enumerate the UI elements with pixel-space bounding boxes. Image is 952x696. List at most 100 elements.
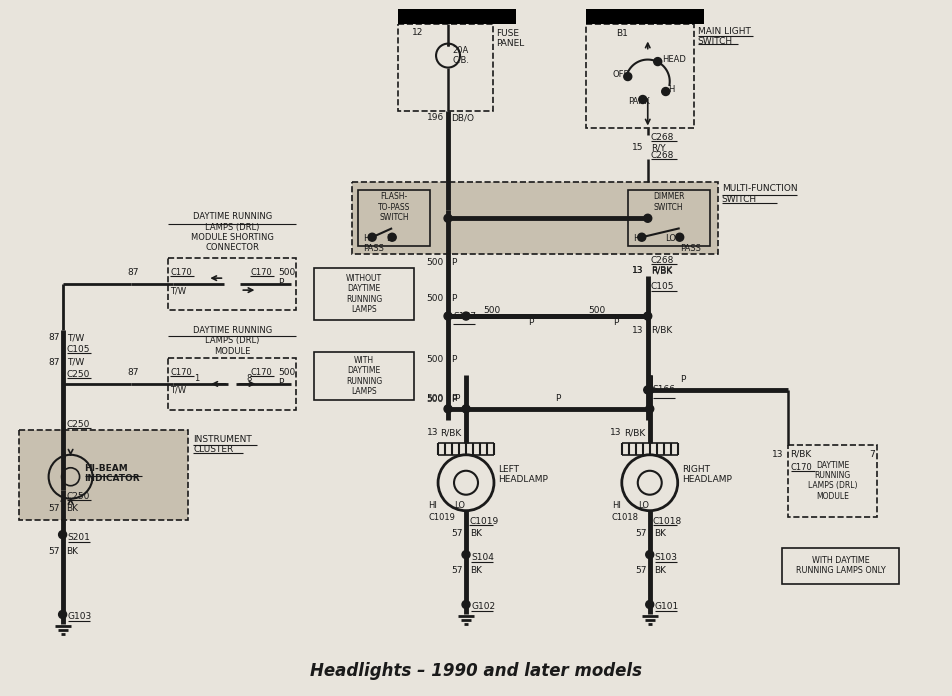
Text: HI: HI: [633, 235, 642, 243]
Text: R/BK: R/BK: [651, 266, 672, 275]
Circle shape: [638, 233, 645, 242]
Text: PARK: PARK: [627, 97, 649, 106]
Text: R/BK: R/BK: [651, 326, 672, 335]
Circle shape: [624, 72, 632, 81]
Circle shape: [654, 58, 662, 65]
Text: C1018: C1018: [653, 516, 682, 525]
Text: LO: LO: [638, 500, 648, 509]
Text: 13: 13: [632, 266, 644, 275]
Text: LO: LO: [664, 235, 676, 243]
Text: BK: BK: [67, 504, 79, 513]
Text: G101: G101: [655, 603, 679, 612]
Text: C268: C268: [651, 256, 674, 265]
Text: MULTI-FUNCTION
SWITCH: MULTI-FUNCTION SWITCH: [722, 184, 797, 204]
Text: C105: C105: [651, 282, 674, 291]
Text: C170: C170: [250, 268, 272, 277]
Text: WITH DAYTIME
RUNNING LAMPS ONLY: WITH DAYTIME RUNNING LAMPS ONLY: [796, 556, 885, 576]
Text: C250: C250: [67, 491, 90, 500]
Text: INSTRUMENT
CLUSTER: INSTRUMENT CLUSTER: [193, 435, 252, 454]
Text: 3: 3: [60, 452, 66, 461]
Bar: [314, 268, 414, 320]
Text: P: P: [555, 395, 561, 404]
Text: G103: G103: [68, 612, 91, 622]
Text: P: P: [646, 375, 651, 384]
Circle shape: [644, 312, 652, 320]
Text: FUSE
PANEL: FUSE PANEL: [496, 29, 525, 48]
Text: C268: C268: [651, 134, 674, 143]
Text: R/BK: R/BK: [651, 266, 672, 275]
Bar: [314, 352, 414, 400]
Text: 7: 7: [869, 450, 875, 459]
Text: P: P: [613, 318, 618, 327]
Bar: [169, 358, 296, 410]
Text: P: P: [451, 294, 456, 303]
Text: 500: 500: [426, 395, 443, 404]
Circle shape: [444, 214, 452, 222]
Circle shape: [676, 233, 684, 242]
Text: C1019: C1019: [428, 513, 455, 522]
Text: 500: 500: [426, 395, 443, 404]
Bar: [398, 24, 493, 111]
Text: C170: C170: [170, 268, 192, 277]
Text: S103: S103: [655, 553, 678, 562]
Text: OFF: OFF: [613, 70, 629, 79]
Text: P: P: [451, 395, 456, 404]
Circle shape: [59, 530, 67, 539]
Bar: [169, 258, 296, 310]
Text: 500: 500: [426, 258, 443, 267]
Text: 12: 12: [412, 28, 424, 37]
Text: H: H: [667, 85, 674, 94]
Text: 57: 57: [49, 546, 60, 555]
Text: MAIN LIGHT
SWITCH: MAIN LIGHT SWITCH: [698, 26, 750, 46]
Text: C1019: C1019: [469, 516, 498, 525]
Text: HI: HI: [363, 235, 372, 243]
Text: S104: S104: [471, 553, 494, 562]
Text: R/Y: R/Y: [651, 143, 665, 152]
Text: 500: 500: [278, 368, 295, 377]
Text: PASS: PASS: [680, 244, 701, 253]
Text: PASS: PASS: [363, 244, 384, 253]
Text: 20A
C.B.: 20A C.B.: [452, 46, 469, 65]
Circle shape: [645, 405, 654, 413]
Circle shape: [462, 405, 470, 413]
Text: Headlights – 1990 and later models: Headlights – 1990 and later models: [310, 663, 642, 681]
Text: DB/O: DB/O: [451, 113, 474, 122]
Circle shape: [645, 601, 654, 608]
Text: 57: 57: [49, 504, 60, 513]
Text: C170: C170: [790, 463, 812, 472]
Text: HI-BEAM
INDICATOR: HI-BEAM INDICATOR: [85, 464, 140, 483]
Text: C250: C250: [67, 420, 90, 429]
Text: C250: C250: [67, 370, 90, 379]
Text: 87: 87: [49, 333, 60, 342]
Text: 500: 500: [426, 356, 443, 365]
Text: T/W: T/W: [170, 286, 187, 295]
Text: P: P: [528, 318, 533, 327]
Text: 13: 13: [772, 450, 783, 459]
Bar: [585, 8, 704, 24]
Text: G102: G102: [471, 603, 495, 612]
Text: BK: BK: [470, 566, 482, 575]
Circle shape: [444, 405, 452, 413]
Text: C170: C170: [170, 368, 192, 377]
Text: DAYTIME
RUNNING
LAMPS (DRL)
MODULE: DAYTIME RUNNING LAMPS (DRL) MODULE: [807, 461, 857, 501]
Text: LO: LO: [387, 235, 397, 243]
Circle shape: [645, 551, 654, 559]
Text: RIGHT
HEADLAMP: RIGHT HEADLAMP: [682, 465, 731, 484]
Bar: [585, 24, 694, 129]
Text: S167: S167: [453, 312, 476, 321]
Bar: [19, 430, 188, 520]
Text: S201: S201: [68, 532, 90, 541]
Text: HI: HI: [428, 500, 437, 509]
Text: 87: 87: [127, 368, 138, 377]
Bar: [398, 8, 516, 24]
Text: 196: 196: [426, 113, 444, 122]
Text: 13: 13: [426, 428, 438, 437]
Circle shape: [644, 214, 652, 222]
Text: 13: 13: [632, 266, 644, 275]
Text: 500: 500: [483, 306, 500, 315]
Text: B1: B1: [616, 29, 627, 38]
Text: BK: BK: [654, 566, 665, 575]
Circle shape: [462, 601, 470, 608]
Text: P: P: [680, 375, 685, 384]
Text: T/W: T/W: [170, 386, 187, 395]
